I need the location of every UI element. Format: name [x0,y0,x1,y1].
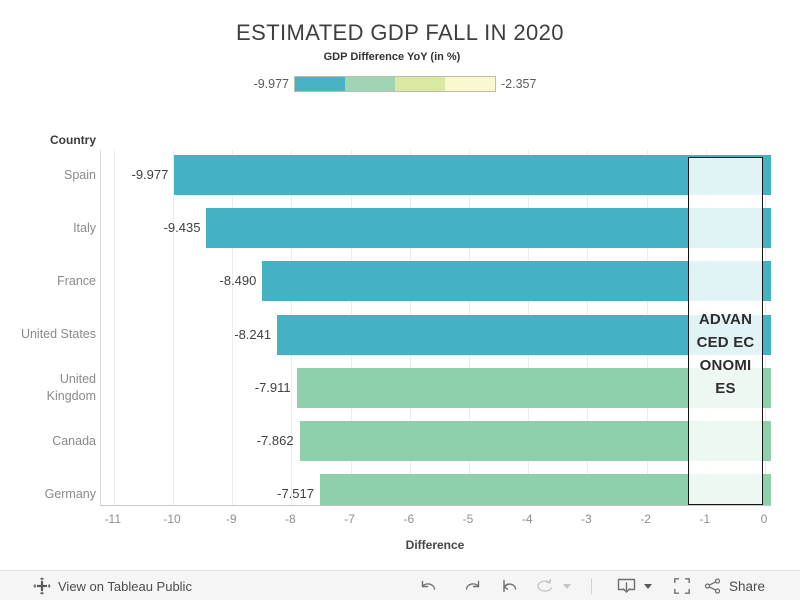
country-label[interactable]: United Kingdom [46,371,96,403]
bar-value-label: -8.490 [219,273,257,289]
bar[interactable] [174,155,771,195]
reset-icon [503,579,517,593]
annotation-box: ADVAN CED EC ONOMI ES [688,157,763,505]
legend-max-label: -2.357 [501,77,537,91]
country-label[interactable]: United States [20,327,96,342]
undo-icon [421,580,436,590]
x-tick-label: -3 [581,512,592,526]
refresh-dropdown-caret[interactable] [559,571,575,601]
view-link-label: View on Tableau Public [58,578,192,594]
download-dropdown-caret[interactable] [640,571,656,601]
x-tick-label: -8 [285,512,296,526]
fullscreen-button[interactable] [670,571,694,601]
x-axis-title: Difference [405,538,465,552]
x-tick-label: -1 [699,512,711,526]
x-tick-label: -10 [163,512,181,526]
x-tick-label: -4 [521,512,533,526]
legend-gradient-bar [294,76,496,92]
refresh-button[interactable] [533,571,557,601]
country-label[interactable]: Canada [52,433,96,448]
share-button-label: Share [729,578,766,594]
redo-button[interactable] [461,571,485,601]
annotation-line: CED EC [696,334,755,351]
gridline [173,150,174,505]
country-label[interactable]: Germany [44,486,96,501]
x-tick-label: -2 [640,512,651,526]
refresh-icon [537,578,553,592]
bar[interactable] [262,261,771,302]
x-tick-label: -5 [462,512,474,526]
legend-color-segment [445,77,495,91]
chart-title: ESTIMATED GDP FALL IN 2020 [236,20,564,45]
caret-down-icon [644,583,652,589]
row-header-country: Country [50,133,96,147]
redo-icon [465,580,480,590]
reset-button[interactable] [498,571,522,601]
gridline [113,150,115,505]
x-tick-label: -11 [104,512,122,526]
bar-value-label: -7.911 [254,379,291,395]
bar[interactable] [206,208,771,249]
x-tick-label: -6 [403,512,415,526]
annotation-line: ONOMI [699,357,752,374]
fullscreen-icon [674,578,690,594]
annotation-line: ADVAN [698,311,753,328]
country-label[interactable]: Spain [64,167,96,182]
gridline [232,150,234,505]
bar-value-label: -7.862 [256,433,294,448]
x-tick-label: -9 [225,512,237,526]
share-icon [704,578,721,594]
bar-value-label: -7.517 [277,486,314,502]
undo-button[interactable] [416,571,440,601]
color-legend: -9.977 -2.357 [245,76,536,92]
country-label[interactable]: Italy [73,220,96,235]
bar-value-label: -9.435 [163,220,201,236]
toolbar: View on Tableau Public [0,570,800,600]
caret-down-icon [563,583,571,589]
x-tick-label: -7 [344,512,355,526]
x-tick-label: 0 [760,512,768,526]
tableau-logo-icon [33,577,51,595]
legend-color-segment [345,77,395,91]
country-label[interactable]: France [57,273,96,288]
toolbar-divider [591,578,592,594]
legend-title: GDP Difference YoY (in %) [323,51,461,63]
bar-value-label: -9.977 [131,167,169,182]
legend-color-segment [295,77,345,91]
download-button[interactable] [615,571,639,601]
view-on-tableau-public-link[interactable]: View on Tableau Public [33,571,192,601]
legend-min-label: -9.977 [253,77,289,91]
annotation-text: ADVAN CED EC ONOMI ES [689,158,762,400]
share-button[interactable]: Share [703,571,765,601]
download-icon [617,578,636,593]
bar-value-label: -8.241 [234,326,272,342]
annotation-line: ES [715,380,736,397]
plot-area: -9.977 -9.435 -8.490 -8.241 -7.911 -7.862 -7.5… [100,150,771,506]
legend-color-segment [395,77,445,91]
